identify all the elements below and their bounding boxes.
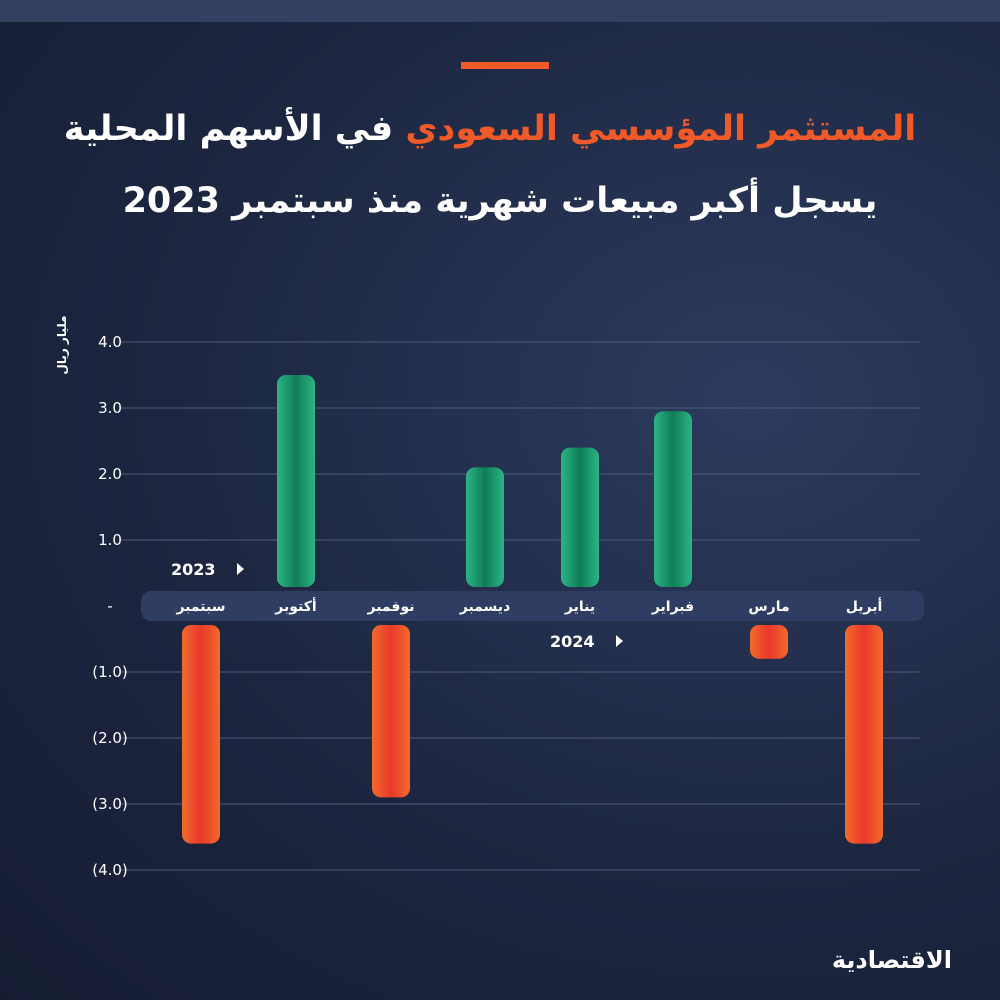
y-tick-label: (2.0): [92, 729, 128, 747]
x-tick-label: مارس: [748, 599, 789, 615]
y-tick-label: 4.0: [98, 333, 122, 351]
bar-5: [561, 447, 599, 587]
bar-6: [654, 411, 692, 587]
bar-1: [182, 625, 220, 844]
bar-3: [372, 625, 410, 798]
y-tick-label: (3.0): [92, 795, 128, 813]
top-band: [0, 0, 1000, 22]
chart-title-line-2: يسجل أكبر مبيعات شهرية منذ سبتمبر 2023: [122, 181, 878, 221]
chart-title-line-1: المستثمر المؤسسي السعودي في الأسهم المحل…: [40, 104, 940, 154]
year-arrow-icon: [237, 563, 244, 575]
x-tick-label: فبراير: [651, 599, 694, 615]
title-highlight: المستثمر المؤسسي السعودي: [405, 109, 917, 149]
year-label: 2024: [550, 632, 595, 651]
x-tick-label: أبريل: [846, 597, 883, 615]
bar-8: [845, 625, 883, 844]
category-band: [520, 591, 924, 621]
y-tick-label: 3.0: [98, 399, 122, 417]
y-tick-label: (1.0): [92, 663, 128, 681]
bar-2: [277, 375, 315, 587]
x-tick-label: نوفمبر: [366, 599, 414, 615]
x-tick-label: ديسمبر: [459, 599, 511, 615]
year-arrow-icon: [616, 635, 623, 647]
bar-4: [466, 467, 504, 587]
title-rest: في الأسهم المحلية: [63, 109, 394, 149]
logo: الاقتصادية: [831, 946, 952, 974]
bar-7: [750, 625, 788, 659]
y-tick-label: -: [107, 597, 112, 615]
x-tick-label: سبتمبر: [175, 599, 225, 615]
y-tick-label: (4.0): [92, 861, 128, 879]
category-band: [141, 591, 545, 621]
x-tick-label: أكتوبر: [274, 597, 316, 615]
y-tick-label: 2.0: [98, 465, 122, 483]
y-axis-label: مليار ريال: [55, 315, 69, 374]
x-tick-label: يناير: [564, 599, 595, 615]
accent-line: [461, 62, 549, 69]
y-tick-label: 1.0: [98, 531, 122, 549]
year-label: 2023: [171, 560, 216, 579]
